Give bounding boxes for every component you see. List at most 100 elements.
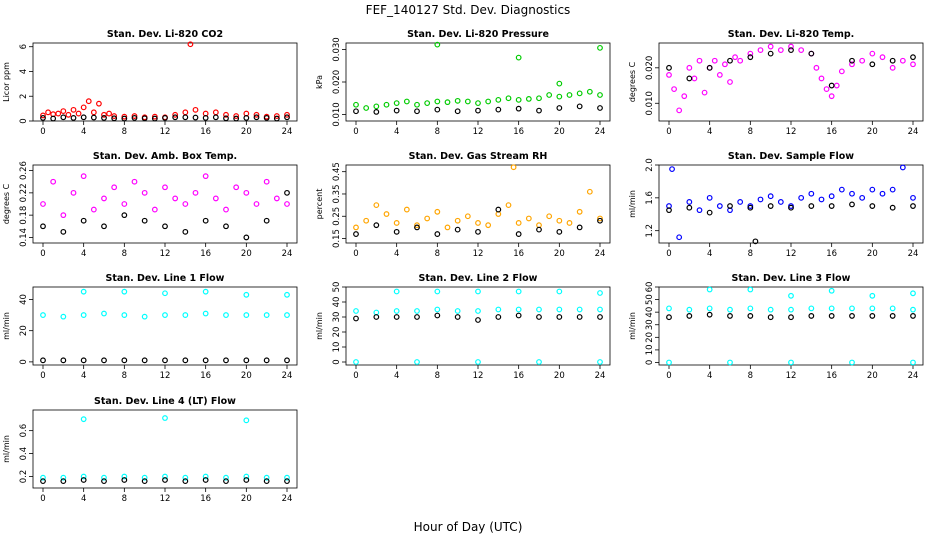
data-point — [233, 113, 240, 119]
panel-title: Stan. Dev. Li-820 CO2 — [107, 29, 223, 40]
data-point — [141, 478, 148, 485]
data-point — [849, 359, 855, 366]
data-point — [80, 416, 87, 423]
x-tick-label: 24 — [282, 249, 293, 259]
y-axis-label: ml/min — [628, 312, 637, 340]
panel-title: Stan. Dev. Line 1 Flow — [106, 273, 225, 284]
data-point — [263, 217, 270, 224]
data-point — [70, 115, 77, 121]
y-axis-label: Licor ppm — [2, 62, 11, 102]
series-2 — [40, 114, 290, 122]
data-point — [192, 114, 199, 121]
figure-title: FEF_140127 Std. Dev. Diagnostics — [366, 3, 571, 17]
x-tick-label: 16 — [826, 371, 837, 381]
y-tick-label: 0.020 — [332, 70, 342, 94]
data-point — [353, 315, 359, 322]
data-point — [485, 222, 492, 229]
y-tick-label: 0.6 — [19, 424, 29, 438]
plot-frame — [32, 42, 298, 122]
series-2 — [40, 357, 290, 364]
data-point — [669, 166, 675, 173]
data-point — [50, 178, 57, 185]
data-point — [556, 228, 563, 235]
data-point — [757, 196, 764, 203]
data-point — [666, 64, 672, 71]
data-point — [202, 115, 209, 121]
data-point — [747, 313, 754, 319]
data-point — [284, 189, 290, 196]
data-point — [182, 312, 189, 318]
data-point — [727, 203, 733, 209]
data-point — [576, 306, 583, 313]
data-point — [162, 415, 168, 421]
data-point — [253, 114, 260, 121]
y-tick-label: 0 — [332, 359, 342, 364]
y-axis-label: degrees C — [628, 61, 637, 102]
y-tick-label: 4 — [19, 69, 29, 74]
data-point — [597, 217, 603, 224]
series-2 — [666, 311, 916, 321]
data-point — [788, 306, 794, 313]
data-point — [859, 194, 866, 201]
data-point — [101, 223, 107, 230]
series-1 — [353, 164, 603, 231]
data-point — [202, 173, 209, 180]
data-point — [910, 54, 916, 61]
data-point — [813, 64, 820, 71]
data-point — [869, 203, 876, 209]
data-point — [889, 186, 896, 193]
data-point — [556, 288, 563, 295]
data-point — [182, 228, 189, 235]
y-tick-label: 50 — [332, 282, 342, 293]
y-tick-label: 0.15 — [332, 229, 342, 248]
data-point — [701, 89, 708, 96]
x-tick-label: 16 — [513, 249, 524, 259]
y-tick-label: 0 — [19, 359, 29, 364]
data-point — [182, 114, 189, 121]
series-2 — [666, 47, 916, 89]
data-point — [263, 178, 270, 185]
data-point — [141, 189, 148, 196]
chart-panel-10: Stan. Dev. Line 4 (LT) Flow ml/min 0 4 8 12 16… — [2, 396, 298, 504]
data-point — [121, 201, 128, 207]
data-point — [566, 92, 573, 98]
data-point — [818, 196, 825, 203]
data-point — [40, 312, 46, 318]
data-point — [223, 206, 229, 213]
y-axis-label: ml/min — [628, 190, 637, 218]
y-axis-label: degrees C — [2, 183, 11, 224]
data-point — [243, 357, 250, 364]
data-point — [696, 57, 703, 64]
x-tick-label: 24 — [282, 127, 293, 137]
data-point — [808, 305, 815, 312]
data-point — [373, 103, 380, 110]
x-tick-label: 12 — [786, 127, 797, 137]
data-point — [187, 41, 194, 48]
data-point — [515, 54, 522, 61]
data-point — [727, 57, 733, 64]
chart-panel-4: Stan. Dev. Amb. Box Temp. degrees C 0 4 8 12 1… — [2, 151, 298, 259]
data-point — [80, 357, 87, 364]
data-point — [101, 310, 107, 317]
data-point — [162, 312, 168, 318]
data-point — [869, 313, 876, 319]
y-tick-label: 20 — [645, 332, 655, 343]
data-point — [869, 292, 876, 299]
data-point — [838, 186, 845, 193]
data-point — [808, 313, 815, 319]
data-point — [414, 308, 420, 314]
data-point — [50, 115, 57, 122]
x-tick-label: 24 — [908, 249, 919, 259]
x-tick-label: 12 — [473, 127, 484, 137]
data-point — [243, 189, 250, 196]
x-tick-label: 8 — [435, 371, 440, 381]
data-point — [263, 312, 270, 318]
series-2 — [353, 103, 603, 115]
data-point — [576, 208, 583, 215]
plot-frame — [345, 164, 611, 244]
data-point — [767, 43, 774, 50]
data-point — [788, 292, 794, 299]
data-point — [777, 47, 784, 53]
data-point — [686, 64, 693, 71]
